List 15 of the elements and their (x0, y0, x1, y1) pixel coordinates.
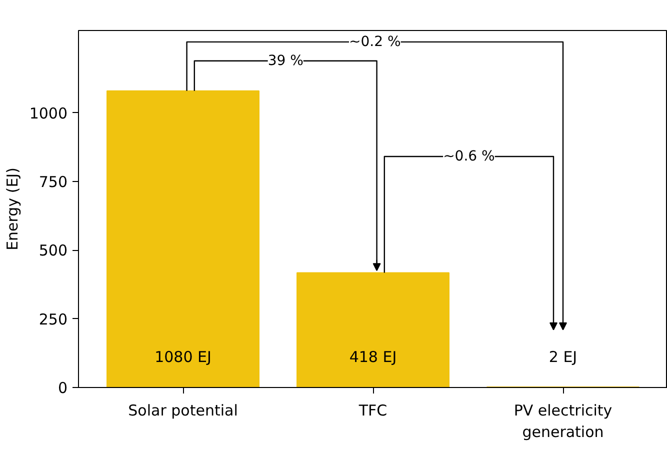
data-label: 1080 EJ (154, 348, 212, 366)
data-label: 2 EJ (548, 348, 578, 366)
y-tick-label: 1000 (29, 104, 68, 122)
x-tick-label: PV electricity generation (514, 402, 612, 442)
annotation: ~0.6 % (443, 148, 495, 165)
y-tick-label: 0 (58, 379, 68, 397)
y-tick-label: 250 (38, 310, 68, 328)
annotation: ~0.2 % (349, 34, 401, 50)
data-label: 418 EJ (349, 348, 397, 366)
y-axis-title: Energy (EJ) (3, 168, 22, 250)
y-tick-label: 750 (38, 173, 68, 192)
x-tick-label: TFC (358, 402, 388, 420)
annotation: 39 % (268, 52, 304, 69)
y-tick-label: 500 (38, 242, 68, 260)
x-tick-label: Solar potential (128, 402, 238, 420)
